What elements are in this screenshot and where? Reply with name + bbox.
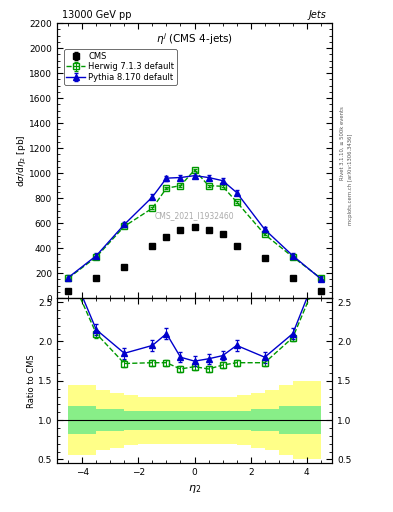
Text: Jets: Jets (309, 10, 327, 20)
Legend: CMS, Herwig 7.1.3 default, Pythia 8.170 default: CMS, Herwig 7.1.3 default, Pythia 8.170 … (64, 49, 176, 84)
Text: mcplots.cern.ch [arXiv:1306.3436]: mcplots.cern.ch [arXiv:1306.3436] (348, 134, 353, 225)
X-axis label: $\eta_2$: $\eta_2$ (188, 483, 201, 495)
Text: CMS_2021_I1932460: CMS_2021_I1932460 (155, 211, 234, 220)
Y-axis label: Ratio to CMS: Ratio to CMS (28, 354, 37, 408)
Text: $\eta^j$ (CMS 4-jets): $\eta^j$ (CMS 4-jets) (156, 31, 233, 47)
Text: 13000 GeV pp: 13000 GeV pp (62, 10, 132, 20)
Y-axis label: d$\sigma$/d$\eta_2$ [pb]: d$\sigma$/d$\eta_2$ [pb] (15, 134, 28, 187)
Text: Rivet 3.1.10, ≥ 500k events: Rivet 3.1.10, ≥ 500k events (340, 106, 345, 180)
